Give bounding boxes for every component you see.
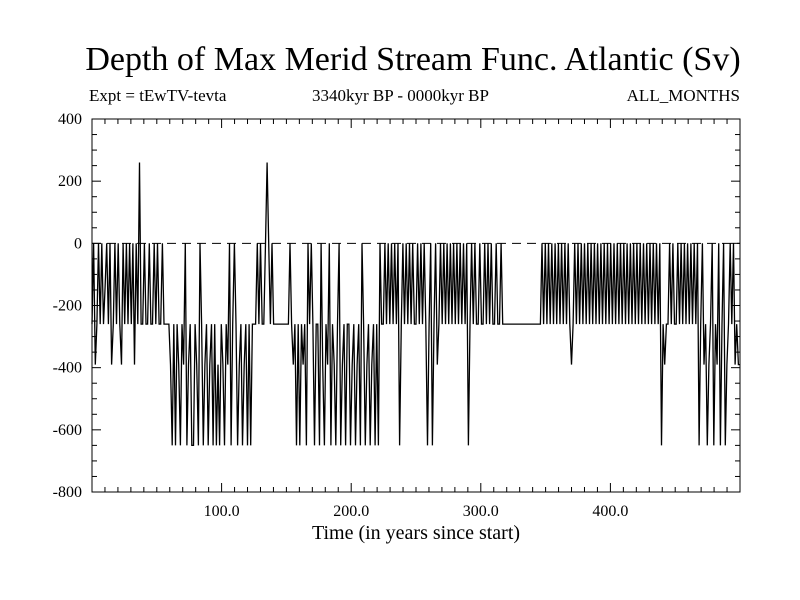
y-tick-label: -600 bbox=[53, 422, 82, 439]
y-tick-label: 0 bbox=[74, 235, 82, 252]
y-tick-label: -200 bbox=[53, 298, 82, 315]
y-tick-label: 200 bbox=[58, 173, 82, 190]
y-tick-label: -400 bbox=[53, 360, 82, 377]
experiment-label: Expt = tEwTV-tevta bbox=[89, 86, 227, 105]
time-range-label: 3340kyr BP - 0000kyr BP bbox=[312, 86, 489, 105]
x-axis-label: Time (in years since start) bbox=[311, 522, 521, 544]
x-tick-label: 200.0 bbox=[333, 503, 369, 520]
x-tick-label: 100.0 bbox=[204, 503, 240, 520]
months-label: ALL_MONTHS bbox=[626, 86, 740, 105]
x-tick-label: 400.0 bbox=[592, 503, 628, 520]
chart-title: Depth of Max Merid Stream Func. Atlantic… bbox=[85, 41, 741, 78]
series-line bbox=[91, 162, 740, 447]
x-tick-label: 300.0 bbox=[463, 503, 499, 520]
y-tick-label: 400 bbox=[58, 111, 82, 128]
y-tick-label: -800 bbox=[53, 484, 82, 501]
